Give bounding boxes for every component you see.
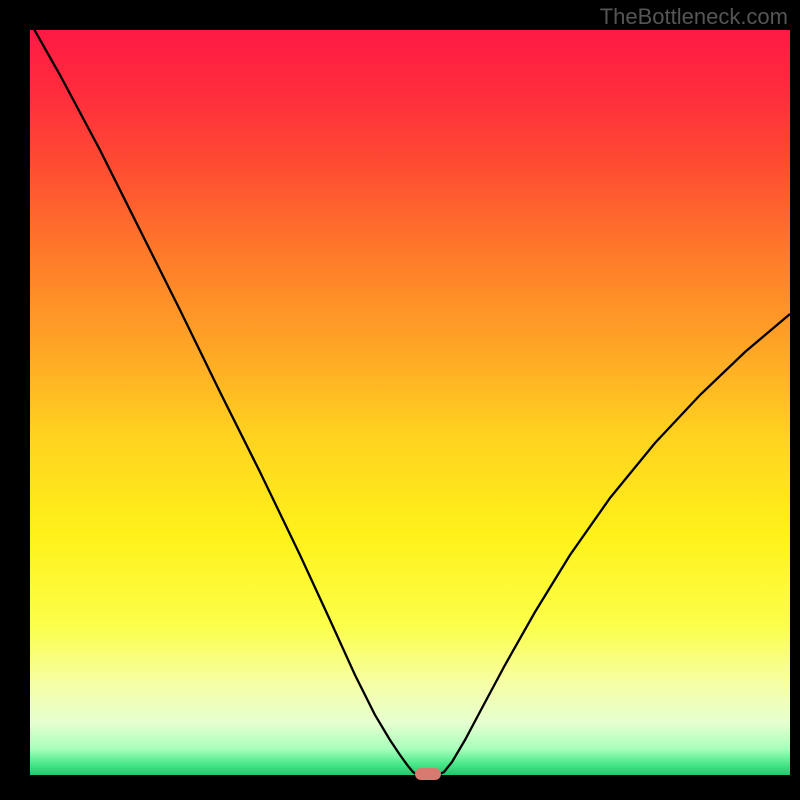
optimal-marker — [415, 768, 441, 780]
chart-svg — [0, 0, 800, 800]
plot-background — [30, 30, 790, 775]
bottleneck-chart — [0, 0, 800, 800]
watermark-text: TheBottleneck.com — [600, 4, 788, 30]
